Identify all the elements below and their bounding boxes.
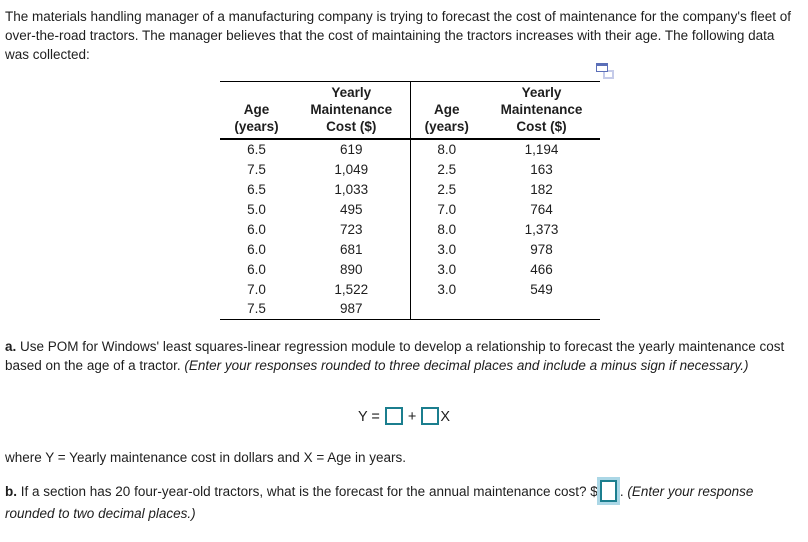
cost-cell: 890 — [339, 261, 363, 277]
part-b-text: If a section has 20 four-year-old tracto… — [17, 484, 598, 499]
cost-cell: 1,373 — [524, 221, 559, 237]
problem-statement: The materials handling manager of a manu… — [5, 9, 791, 62]
cost-cell: 978 — [530, 241, 553, 257]
data-table-container: Age (years) Yearly Maintenance Cost ($) Age… — [220, 63, 614, 320]
popout-icon-back-window — [603, 70, 614, 79]
part-a-label: a. — [5, 339, 17, 354]
age-cell: 5.0 — [247, 201, 266, 217]
table-row: 6.5 1,033 2.5 182 — [220, 179, 600, 199]
cost-cell: 1,522 — [334, 281, 369, 297]
table-row: 6.0 681 3.0 978 — [220, 239, 600, 259]
part-a-instruction: (Enter your responses rounded to three d… — [184, 358, 749, 373]
age-cell: 7.0 — [409, 199, 483, 219]
age-cell: 8.0 — [409, 219, 483, 239]
popout-icon[interactable] — [596, 63, 614, 79]
part-a-question: a. Use POM for Windows' least squares-li… — [5, 337, 801, 375]
header-age-right: Age (years) — [409, 81, 483, 140]
part-b-instruction: (Enter your response rounded to two deci… — [5, 484, 754, 522]
answer-input[interactable] — [599, 480, 617, 503]
part-b-question: b. If a section has 20 four-year-old tra… — [5, 480, 801, 524]
table-row: 7.5 1,049 2.5 163 — [220, 159, 600, 179]
cost-cell: 163 — [530, 161, 553, 177]
cost-cell: 987 — [293, 299, 410, 320]
table-header-row: Age (years) Yearly Maintenance Cost ($) Age… — [220, 81, 600, 140]
cost-cell: 1,194 — [524, 142, 559, 157]
cost-cell: 1,033 — [334, 181, 369, 197]
age-cell: 8.0 — [409, 139, 483, 159]
part-b-after-box: . — [619, 484, 628, 499]
cost-cell: 182 — [530, 181, 553, 197]
equation-x-variable: X — [440, 409, 451, 425]
age-cell: 6.5 — [247, 181, 266, 197]
age-cell: 2.5 — [409, 159, 483, 179]
part-b-label: b. — [5, 484, 17, 499]
data-table: Age (years) Yearly Maintenance Cost ($) Age… — [220, 81, 600, 320]
table-row: 7.0 1,522 3.0 549 — [220, 279, 600, 299]
table-row: 6.5 619 8.0 1,194 — [220, 139, 600, 159]
age-cell: 3.0 — [409, 239, 483, 259]
age-cell: 6.5 — [247, 142, 266, 157]
variable-definition: where Y = Yearly maintenance cost in dol… — [5, 450, 407, 465]
header-cost-left: Yearly Maintenance Cost ($) — [293, 81, 410, 140]
table-row: 6.0 723 8.0 1,373 — [220, 219, 600, 239]
header-cost-right: Yearly Maintenance Cost ($) — [483, 81, 600, 140]
age-cell: 2.5 — [409, 179, 483, 199]
age-cell: 6.0 — [247, 261, 266, 277]
cost-cell: 495 — [339, 201, 363, 217]
table-row: 6.0 890 3.0 466 — [220, 259, 600, 279]
intercept-input[interactable] — [384, 407, 403, 426]
regression-equation: Y = + X — [0, 404, 808, 430]
age-cell: 3.0 — [409, 259, 483, 279]
cost-cell: 619 — [339, 142, 363, 157]
age-cell: 7.5 — [220, 299, 293, 320]
cost-cell: 764 — [530, 201, 553, 217]
slope-input[interactable] — [421, 407, 440, 426]
equation-lhs: Y — [357, 409, 368, 425]
cost-cell: 1,049 — [334, 161, 369, 177]
cost-cell — [483, 299, 600, 320]
table-row: 5.0 495 7.0 764 — [220, 199, 600, 219]
age-cell: 7.5 — [247, 161, 266, 177]
cost-cell: 549 — [530, 281, 553, 297]
age-cell: 6.0 — [247, 241, 266, 257]
age-cell: 7.0 — [247, 281, 266, 297]
part-a-text: Use POM for Windows' least squares-linea… — [5, 339, 785, 373]
table-row: 7.5 987 — [220, 299, 600, 320]
age-cell — [409, 299, 483, 320]
cost-cell: 466 — [530, 261, 553, 277]
age-cell: 6.0 — [247, 221, 266, 237]
age-cell: 3.0 — [409, 279, 483, 299]
equation-equals: = — [371, 409, 380, 425]
cost-cell: 681 — [339, 241, 363, 257]
equation-plus: + — [407, 409, 417, 425]
cost-cell: 723 — [339, 221, 363, 237]
header-age-left: Age (years) — [220, 81, 293, 140]
popout-icon-front-window — [596, 63, 608, 72]
